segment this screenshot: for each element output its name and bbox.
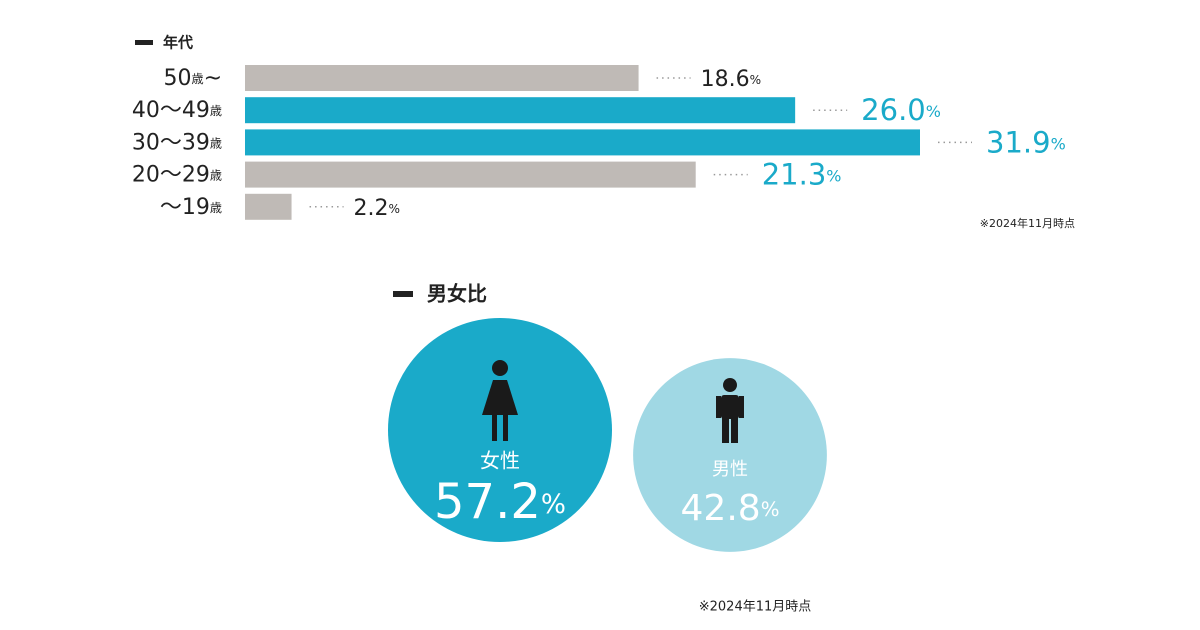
value-label: 26.0% [861,93,941,127]
bar [245,65,639,91]
age-note: ※2024年11月時点 [980,216,1075,230]
value-label: 31.9% [986,125,1066,159]
category-label: 20～29歳 [132,163,222,188]
bar [245,129,920,156]
gender-label: 女性 [480,449,520,473]
gender-value: 42.8% [681,488,780,529]
gender-value: 57.2% [434,474,566,530]
category-label: 40～49歳 [132,98,222,123]
category-label: 50歳~ [163,66,222,91]
bar [245,193,292,220]
age-title: 年代 [163,34,193,52]
gender-circle [388,318,612,542]
category-label: 30～39歳 [132,130,222,155]
male-icon [716,378,744,443]
value-label: 2.2% [354,196,401,221]
gender-title: 男女比 [427,282,487,306]
value-label: 18.6% [701,67,762,92]
gender-note: ※2024年11月時点 [699,600,812,615]
bar [245,97,796,124]
female-icon [482,360,518,441]
circles [388,318,827,552]
title-marker [393,291,413,297]
gender-circle [633,358,827,552]
category-label: ～19歳 [160,195,222,220]
title-marker [135,40,153,45]
value-label: 21.3% [762,158,842,192]
gender-label: 男性 [712,459,748,480]
bar [245,161,696,188]
